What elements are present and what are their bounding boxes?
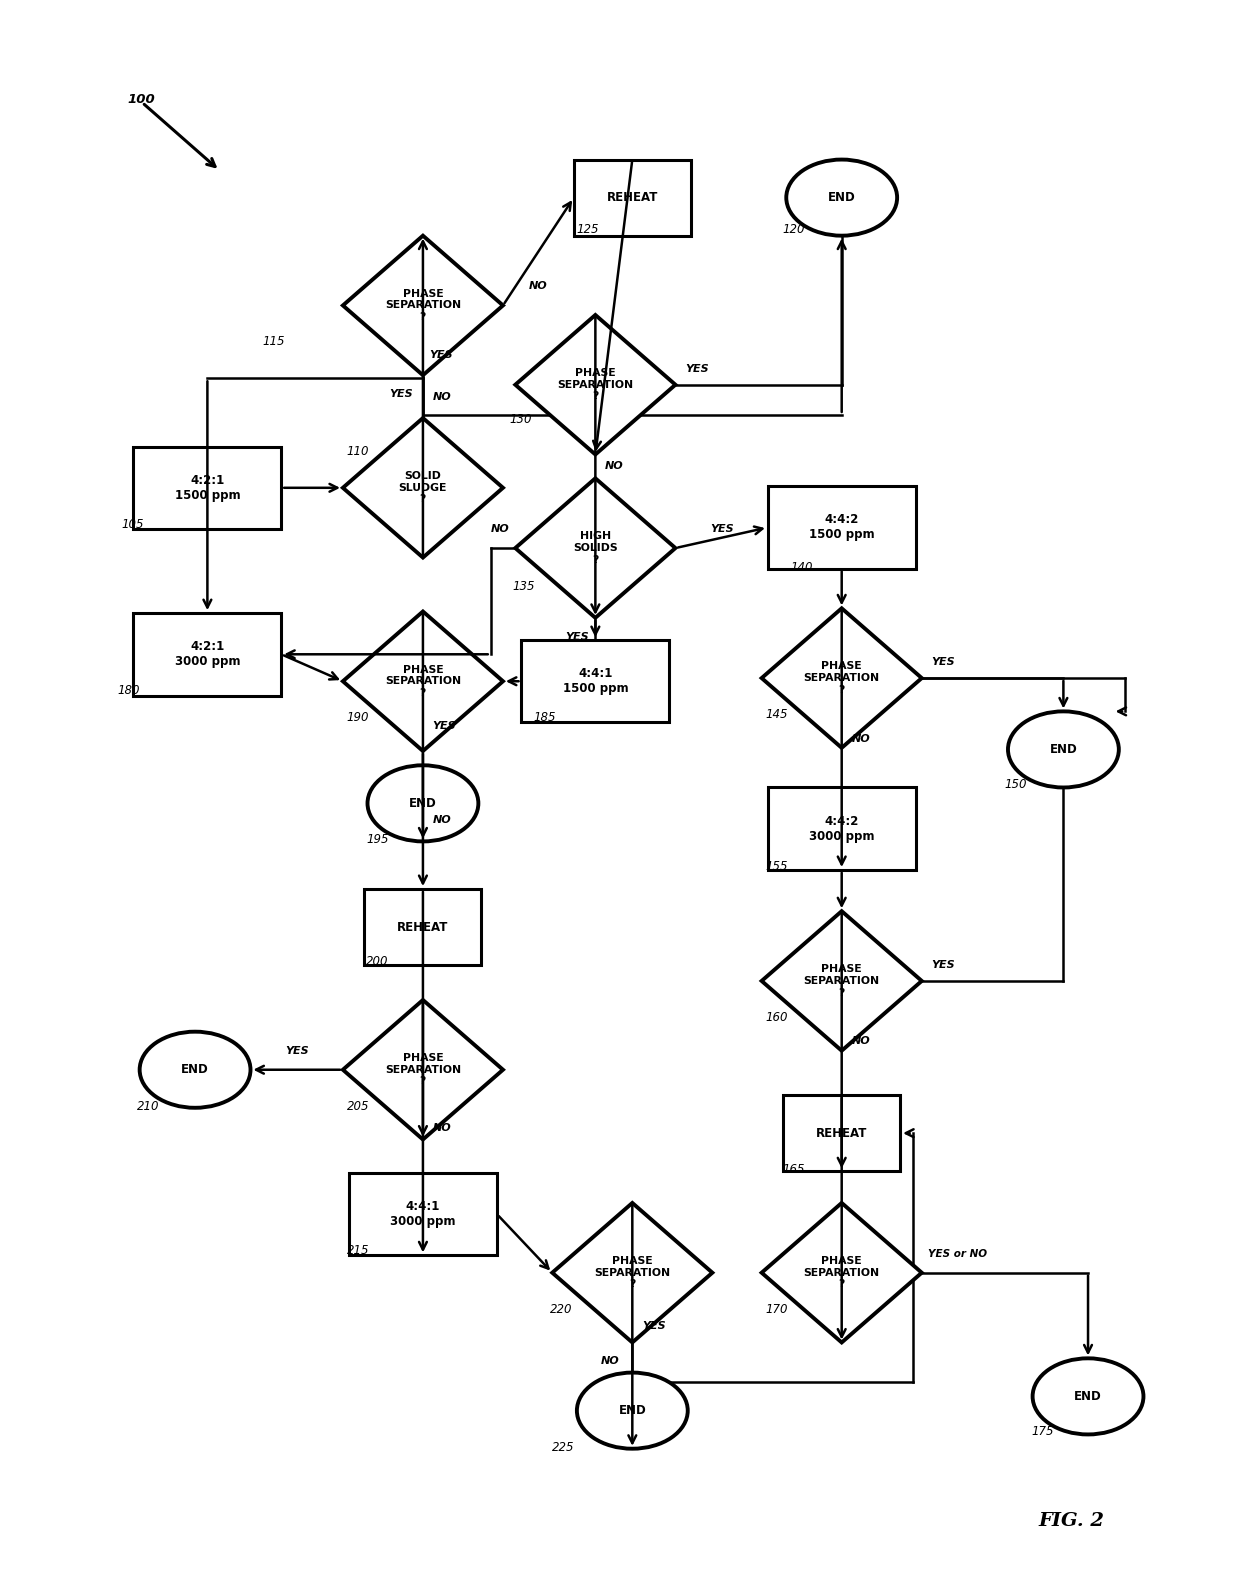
Text: PHASE
SEPARATION
?: PHASE SEPARATION ? <box>384 665 461 698</box>
Text: 110: 110 <box>346 445 370 457</box>
Polygon shape <box>516 478 676 618</box>
Text: 130: 130 <box>510 413 532 426</box>
Text: SOLID
SLUDGE
?: SOLID SLUDGE ? <box>399 472 448 504</box>
Polygon shape <box>552 1203 712 1342</box>
Bar <box>522 641 670 722</box>
Text: 4:4:2
1500 ppm: 4:4:2 1500 ppm <box>808 513 874 542</box>
Text: 170: 170 <box>765 1302 787 1315</box>
Ellipse shape <box>1008 711 1118 787</box>
Text: 100: 100 <box>128 92 155 105</box>
Text: 115: 115 <box>263 335 285 349</box>
Text: 140: 140 <box>790 561 812 574</box>
Text: 135: 135 <box>513 580 536 593</box>
Text: PHASE
SEPARATION
?: PHASE SEPARATION ? <box>384 1054 461 1087</box>
Text: PHASE
SEPARATION
?: PHASE SEPARATION ? <box>804 1256 879 1290</box>
Text: 4:2:1
3000 ppm: 4:2:1 3000 ppm <box>175 641 241 668</box>
Bar <box>365 889 481 964</box>
Text: 4:2:1
1500 ppm: 4:2:1 1500 ppm <box>175 473 241 502</box>
Text: 190: 190 <box>346 711 370 724</box>
Text: PHASE
SEPARATION
?: PHASE SEPARATION ? <box>557 368 634 402</box>
Text: YES: YES <box>931 960 955 971</box>
Text: YES or NO: YES or NO <box>928 1248 987 1259</box>
Text: REHEAT: REHEAT <box>816 1127 868 1140</box>
Bar <box>768 787 915 870</box>
Text: END: END <box>181 1063 210 1076</box>
Text: YES: YES <box>686 363 709 375</box>
Text: YES: YES <box>931 657 955 668</box>
Text: 150: 150 <box>1004 778 1027 791</box>
Text: NO: NO <box>433 392 451 402</box>
Polygon shape <box>343 999 503 1140</box>
Text: 205: 205 <box>346 1100 370 1113</box>
Bar <box>574 159 691 236</box>
Polygon shape <box>343 612 503 751</box>
Text: END: END <box>828 191 856 204</box>
Polygon shape <box>761 912 921 1050</box>
Ellipse shape <box>577 1372 688 1449</box>
Text: YES: YES <box>642 1321 666 1331</box>
Text: 160: 160 <box>765 1011 787 1023</box>
Text: YES: YES <box>285 1046 309 1055</box>
Text: NO: NO <box>490 524 510 534</box>
Polygon shape <box>343 236 503 375</box>
Text: 145: 145 <box>765 708 787 720</box>
Text: YES: YES <box>565 631 589 642</box>
Polygon shape <box>761 609 921 748</box>
Polygon shape <box>761 1203 921 1342</box>
Text: NO: NO <box>601 1356 620 1366</box>
Bar <box>784 1095 900 1172</box>
Bar <box>134 614 281 695</box>
Text: PHASE
SEPARATION
?: PHASE SEPARATION ? <box>384 289 461 322</box>
Text: 180: 180 <box>118 684 140 697</box>
Text: PHASE
SEPARATION
?: PHASE SEPARATION ? <box>804 964 879 998</box>
Text: NO: NO <box>529 282 548 292</box>
Text: 165: 165 <box>782 1164 805 1176</box>
Ellipse shape <box>140 1031 250 1108</box>
Text: 155: 155 <box>765 861 787 874</box>
Text: NO: NO <box>852 1036 870 1046</box>
Text: PHASE
SEPARATION
?: PHASE SEPARATION ? <box>594 1256 671 1290</box>
Text: YES: YES <box>433 722 456 732</box>
Text: REHEAT: REHEAT <box>606 191 658 204</box>
Text: 195: 195 <box>366 834 389 846</box>
Text: FIG. 2: FIG. 2 <box>1039 1511 1105 1530</box>
Text: END: END <box>409 797 436 810</box>
Polygon shape <box>343 418 503 558</box>
Text: 120: 120 <box>782 223 805 236</box>
Text: REHEAT: REHEAT <box>397 920 449 934</box>
Text: NO: NO <box>605 461 624 472</box>
Text: NO: NO <box>433 815 451 826</box>
Text: NO: NO <box>852 735 870 744</box>
Text: YES: YES <box>429 349 453 360</box>
Ellipse shape <box>786 159 897 236</box>
Bar <box>348 1173 497 1254</box>
Text: END: END <box>1074 1390 1102 1403</box>
Text: 220: 220 <box>549 1302 573 1315</box>
Text: NO: NO <box>433 1122 451 1133</box>
Ellipse shape <box>1033 1358 1143 1435</box>
Text: 4:4:2
3000 ppm: 4:4:2 3000 ppm <box>808 815 874 843</box>
Text: 4:4:1
3000 ppm: 4:4:1 3000 ppm <box>391 1200 455 1227</box>
Text: 210: 210 <box>138 1100 160 1113</box>
Bar <box>768 486 915 569</box>
Text: 4:4:1
1500 ppm: 4:4:1 1500 ppm <box>563 668 629 695</box>
Text: 200: 200 <box>366 955 389 969</box>
Text: 185: 185 <box>533 711 557 724</box>
Text: 105: 105 <box>122 518 144 531</box>
Ellipse shape <box>367 765 479 842</box>
Text: 125: 125 <box>577 223 599 236</box>
Text: 215: 215 <box>346 1243 370 1258</box>
Text: 225: 225 <box>552 1441 575 1454</box>
Bar <box>134 446 281 529</box>
Text: PHASE
SEPARATION
?: PHASE SEPARATION ? <box>804 662 879 695</box>
Text: YES: YES <box>709 524 733 534</box>
Text: 175: 175 <box>1032 1425 1054 1438</box>
Text: END: END <box>1049 743 1078 756</box>
Text: END: END <box>619 1404 646 1417</box>
Polygon shape <box>516 316 676 454</box>
Text: YES: YES <box>389 389 413 398</box>
Text: HIGH
SOLIDS
?: HIGH SOLIDS ? <box>573 531 618 564</box>
